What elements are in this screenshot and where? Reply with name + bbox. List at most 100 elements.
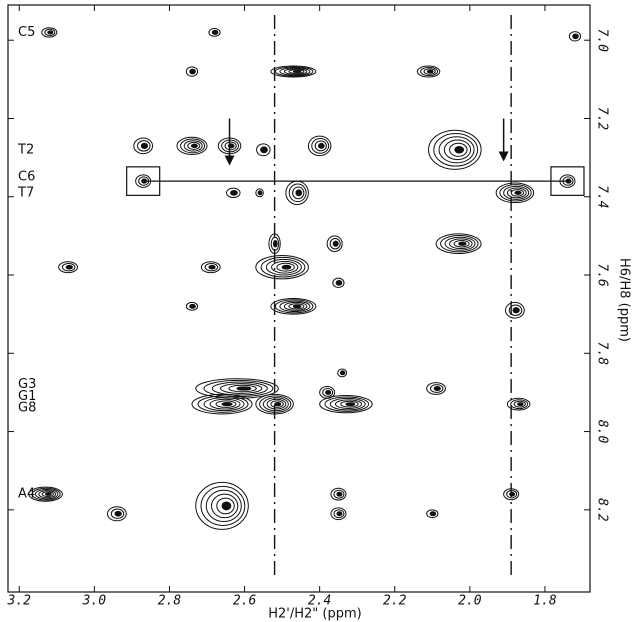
contour	[215, 400, 237, 408]
contour	[279, 67, 311, 76]
contour	[205, 489, 242, 523]
contour	[255, 188, 264, 198]
contour	[288, 303, 305, 310]
contour	[28, 486, 63, 502]
contour	[226, 187, 241, 199]
contour	[322, 388, 334, 397]
contour	[133, 137, 154, 155]
contour	[325, 389, 332, 395]
contour	[200, 485, 246, 526]
contour	[285, 180, 309, 206]
contour	[34, 488, 59, 500]
contour	[138, 176, 150, 186]
contour	[292, 186, 305, 200]
contour	[329, 397, 366, 411]
contour	[339, 370, 346, 376]
contour	[433, 132, 479, 167]
contour	[262, 397, 289, 412]
contour	[336, 511, 343, 517]
contour	[185, 66, 199, 77]
contour	[510, 399, 529, 410]
contour	[423, 68, 436, 75]
contour	[506, 397, 531, 411]
contour	[444, 236, 476, 251]
contour	[31, 487, 61, 501]
contour	[61, 263, 76, 272]
contour	[58, 261, 78, 274]
contour	[292, 70, 302, 74]
contour	[216, 497, 235, 515]
contour	[200, 261, 221, 274]
contour	[503, 185, 530, 200]
arrow-head	[498, 151, 509, 162]
contour	[565, 178, 572, 184]
contour	[319, 395, 373, 414]
contour	[259, 395, 292, 413]
contour	[283, 301, 308, 311]
plot-frame	[7, 4, 591, 593]
contour	[211, 493, 239, 519]
contour	[332, 277, 345, 289]
row-label: T7	[17, 185, 34, 200]
contour	[197, 395, 249, 413]
contour	[255, 254, 309, 280]
contour	[230, 189, 238, 196]
row-label: C5	[18, 25, 35, 40]
contour	[506, 490, 518, 499]
contour	[513, 400, 526, 408]
contour	[335, 279, 343, 286]
contour	[429, 384, 444, 393]
contour	[187, 141, 201, 150]
contour	[191, 393, 253, 415]
contour	[274, 402, 282, 407]
row-label: G1	[18, 389, 36, 404]
contour	[337, 368, 348, 378]
contour	[512, 307, 520, 314]
contour	[506, 187, 527, 199]
contour	[562, 176, 574, 186]
contour	[203, 379, 274, 398]
peak-box	[550, 166, 585, 196]
contour	[208, 264, 216, 270]
contour	[340, 400, 359, 408]
contour	[265, 258, 302, 276]
contour	[185, 301, 199, 311]
contour	[189, 303, 196, 309]
contour	[110, 508, 125, 519]
contour	[221, 402, 233, 407]
y-tick-label: 7.8	[595, 342, 610, 366]
contour	[333, 509, 345, 519]
y-tick-label: 7.0	[595, 28, 610, 52]
contour	[271, 260, 299, 274]
contour	[416, 65, 441, 78]
x-tick-label: 3.2	[7, 594, 32, 609]
contour	[41, 491, 54, 498]
contour	[41, 27, 58, 38]
contour	[314, 140, 327, 152]
x-tick-label: 2.4	[308, 594, 331, 609]
contour	[270, 298, 317, 315]
y-axis-label: H6/H8 (ppm)	[617, 258, 632, 342]
y-tick-label: 7.4	[595, 185, 610, 208]
contour	[326, 235, 343, 253]
contour	[443, 139, 472, 161]
contour	[47, 30, 54, 35]
x-axis-label: H2'/H2" (ppm)	[268, 607, 361, 622]
contour	[270, 65, 317, 78]
contour	[190, 143, 198, 149]
contour	[330, 487, 347, 501]
contour	[266, 398, 287, 410]
peak-box	[126, 166, 161, 196]
contour	[140, 142, 149, 149]
contour	[228, 384, 257, 393]
x-tick-label: 2.0	[458, 594, 482, 609]
contour	[270, 236, 280, 251]
contour	[311, 138, 330, 154]
contour	[220, 383, 263, 394]
y-tick-label: 8.0	[595, 420, 610, 444]
contour	[288, 183, 307, 203]
contour	[508, 304, 523, 316]
contour	[195, 481, 249, 530]
contour	[438, 136, 475, 164]
contour	[255, 393, 294, 415]
